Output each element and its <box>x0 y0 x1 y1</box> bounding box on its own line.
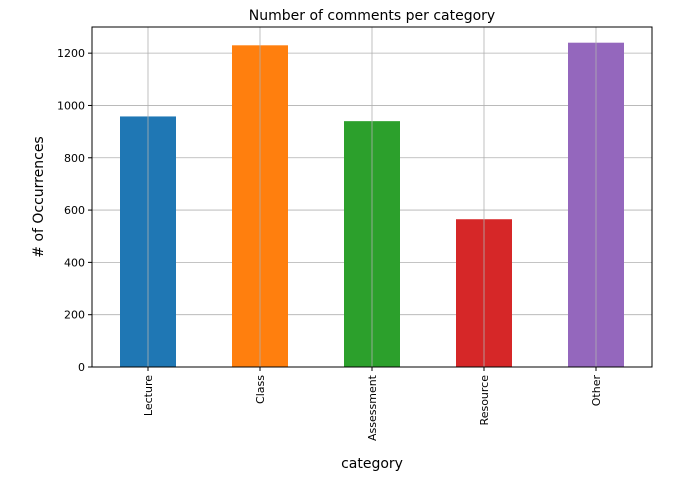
y-tick-label: 200 <box>64 309 85 322</box>
x-tick-label: Other <box>590 375 603 407</box>
y-tick-label: 400 <box>64 256 85 269</box>
x-axis: Lecture Class Assessment Resource Other <box>142 367 603 441</box>
y-tick-label: 1000 <box>57 99 85 112</box>
x-tick-label: Resource <box>478 375 491 426</box>
y-tick-label: 0 <box>78 361 85 374</box>
x-tick-label: Class <box>254 375 267 404</box>
y-axis-label: # of Occurrences <box>31 136 47 257</box>
y-tick-label: 800 <box>64 152 85 165</box>
y-axis: 0 200 400 600 800 1000 1200 <box>57 47 92 374</box>
x-axis-label: category <box>341 456 403 472</box>
chart-title: Number of comments per category <box>249 8 495 24</box>
y-tick-label: 600 <box>64 204 85 217</box>
y-tick-label: 1200 <box>57 47 85 60</box>
grid-lines-vertical <box>147 27 597 367</box>
x-tick-label: Assessment <box>366 374 379 441</box>
x-tick-label: Lecture <box>142 375 155 416</box>
